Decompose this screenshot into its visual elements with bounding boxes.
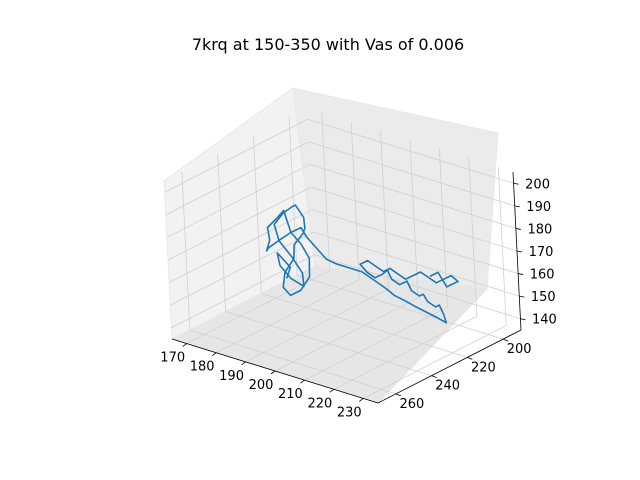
x-grid-line-floor [333, 315, 478, 390]
z-tick [520, 318, 526, 321]
z-grid-line-left [164, 118, 308, 193]
chart-title: 7krq at 150-350 with Vas of 0.006 [192, 35, 464, 54]
x-grid-line-floor [274, 297, 419, 372]
z-tick [516, 250, 523, 253]
x-tick-label: 200 [249, 378, 274, 393]
axis-tick-labels: 170 180 190 200 210 220 230 200 220 240 260 140 150 1… [160, 177, 557, 420]
y-grid-line-floor [189, 329, 396, 395]
z-grid-line-back [313, 231, 520, 297]
z-tick-label: 160 [530, 268, 555, 283]
z-grid-line-back [309, 164, 516, 229]
y-tick [467, 357, 473, 360]
z-grid-line-left [165, 141, 309, 216]
z-tick [514, 205, 520, 208]
y-grid-line-floor [297, 274, 504, 340]
x-tick-label: 180 [190, 360, 215, 375]
y-tick-label: 220 [471, 360, 496, 375]
axis-ticks [182, 182, 526, 402]
x-tick-label: 210 [278, 387, 303, 402]
z-grid-line-back [314, 254, 521, 320]
z-tick [515, 228, 521, 230]
x-grid-line-floor [363, 325, 507, 399]
z-tick-label: 150 [531, 290, 556, 305]
x-tick [270, 370, 276, 375]
x-tick-label: 230 [337, 405, 362, 420]
z-tick-label: 180 [527, 222, 552, 237]
z-grid-line-left [166, 164, 311, 238]
x-tick-label: 220 [307, 396, 332, 411]
z-tick-label: 200 [525, 177, 550, 192]
x-grid-line-floor [304, 306, 448, 381]
x-tick-label: 190 [219, 369, 244, 384]
x-tick [241, 361, 246, 366]
y-tick-label: 260 [399, 397, 424, 412]
x-grid-line-floor [245, 288, 389, 363]
z-tick [513, 182, 519, 185]
y-grid-line-floor [261, 292, 468, 358]
z-tick-label: 140 [532, 313, 557, 328]
z-tick [518, 273, 524, 275]
z-grid-line-back [308, 141, 515, 207]
x-grid-line-floor [215, 279, 360, 354]
series-line-1 [265, 204, 459, 324]
y-tick-label: 200 [507, 342, 532, 357]
x-tick [211, 352, 217, 357]
z-grid-line-left [168, 209, 313, 283]
y-tick [395, 393, 402, 397]
z-tick [519, 295, 525, 298]
z-grid-line-left [167, 186, 312, 261]
x-tick [182, 343, 187, 347]
y-axis-line [377, 329, 522, 404]
x-tick [359, 398, 364, 402]
y-tick [502, 338, 509, 342]
z-tick-label: 170 [529, 245, 554, 260]
y-grid-line-floor [225, 311, 432, 377]
x-tick-label: 170 [160, 351, 185, 366]
y-tick-label: 240 [435, 379, 460, 394]
z-grid-line-left [170, 231, 314, 306]
y-tick [431, 375, 437, 378]
z-grid-line-back [310, 186, 518, 252]
x-tick [329, 388, 335, 393]
z-tick-label: 190 [526, 200, 551, 215]
x-tick [300, 379, 305, 384]
data-series [265, 204, 459, 324]
z-grid-line-back [307, 118, 514, 184]
z-grid-line-back [312, 209, 519, 274]
